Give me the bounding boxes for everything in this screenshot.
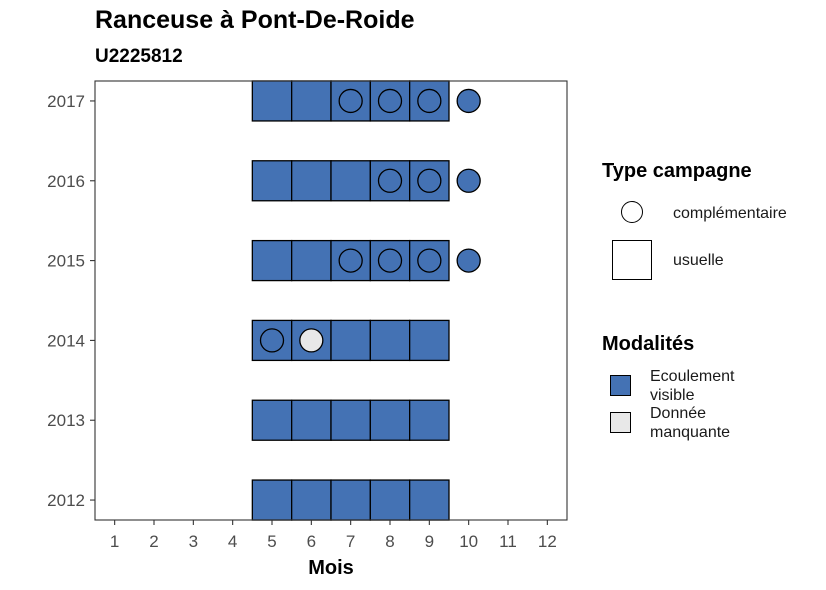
usuelle-square-2013-9 bbox=[409, 399, 450, 441]
usuelle-square-2012-9 bbox=[409, 479, 450, 521]
usuelle-square-2014-9 bbox=[409, 319, 450, 362]
x-tick-label: 8 bbox=[385, 532, 394, 551]
y-tick-label: 2015 bbox=[47, 252, 85, 271]
usuelle-square-2015-6 bbox=[291, 239, 332, 282]
usuelle-square-2013-8 bbox=[369, 399, 411, 441]
complementaire-circle-2017-10 bbox=[456, 88, 481, 114]
legend-modalites-title: Modalités bbox=[602, 333, 695, 355]
legend-complementaire-circle-icon bbox=[621, 201, 643, 223]
complementaire-circle-2017-9 bbox=[417, 88, 442, 114]
complementaire-circle-2017-7 bbox=[338, 88, 363, 114]
y-tick-label: 2013 bbox=[47, 411, 85, 430]
plot-panel-border bbox=[94, 80, 568, 521]
usuelle-square-2015-5 bbox=[251, 239, 293, 282]
usuelle-square-2015-8 bbox=[369, 239, 411, 282]
x-axis-label: Mois bbox=[308, 557, 354, 579]
complementaire-circle-2016-10 bbox=[456, 168, 481, 193]
x-tick-label: 10 bbox=[459, 532, 478, 551]
usuelle-square-2014-8 bbox=[369, 319, 411, 362]
x-tick-label: 11 bbox=[499, 532, 517, 551]
x-tick-label: 9 bbox=[425, 532, 434, 551]
complementaire-circle-2014-5 bbox=[259, 328, 285, 353]
legend-usuelle-square-icon bbox=[612, 240, 652, 280]
x-tick-label: 4 bbox=[228, 532, 237, 551]
legend-type-label-usuelle: usuelle bbox=[673, 252, 724, 269]
complementaire-circle-2015-9 bbox=[417, 248, 442, 273]
usuelle-square-2016-5 bbox=[251, 160, 293, 202]
usuelle-square-2013-7 bbox=[330, 399, 371, 441]
usuelle-square-2012-6 bbox=[291, 479, 332, 521]
x-tick-label: 7 bbox=[346, 532, 355, 551]
y-tick-label: 2014 bbox=[47, 331, 85, 350]
complementaire-circle-2015-7 bbox=[338, 248, 363, 273]
usuelle-square-2016-6 bbox=[291, 160, 332, 202]
legend-modalite-label-manquante: Donnée manquante bbox=[650, 405, 731, 441]
y-tick-label: 2012 bbox=[47, 491, 85, 510]
x-tick-label: 1 bbox=[110, 532, 119, 551]
y-tick-label: 2017 bbox=[47, 92, 85, 111]
complementaire-circle-2017-8 bbox=[377, 88, 403, 114]
usuelle-square-2014-7 bbox=[330, 319, 371, 362]
x-tick-label: 3 bbox=[189, 532, 198, 551]
complementaire-circle-2015-10 bbox=[456, 248, 481, 273]
x-tick-label: 6 bbox=[307, 532, 316, 551]
usuelle-square-2016-7 bbox=[330, 160, 371, 202]
legend-modalite-label-ecoulement: Ecoulement visible bbox=[650, 368, 735, 404]
usuelle-square-2017-6 bbox=[291, 80, 332, 122]
chart-subtitle: U2225812 bbox=[95, 46, 183, 67]
x-tick-label: 12 bbox=[538, 532, 557, 551]
complementaire-circle-2016-8 bbox=[377, 168, 403, 193]
usuelle-square-2013-6 bbox=[291, 399, 332, 441]
legend-type-title: Type campagne bbox=[602, 160, 752, 182]
chart-title: Ranceuse à Pont-De-Roide bbox=[95, 6, 415, 34]
legend-type-label-complementaire: complémentaire bbox=[673, 205, 787, 222]
usuelle-square-2017-5 bbox=[251, 80, 293, 122]
usuelle-square-2012-8 bbox=[369, 479, 411, 521]
usuelle-square-2013-5 bbox=[251, 399, 293, 441]
complementaire-circle-2014-6 bbox=[299, 328, 324, 353]
legend-ecoulement-swatch bbox=[610, 375, 631, 396]
legend-donnee-manquante-swatch bbox=[610, 412, 631, 433]
complementaire-circle-2016-9 bbox=[417, 168, 442, 193]
y-tick-label: 2016 bbox=[47, 172, 85, 191]
x-tick-label: 5 bbox=[267, 532, 276, 551]
usuelle-square-2012-5 bbox=[251, 479, 293, 521]
usuelle-square-2016-8 bbox=[369, 160, 411, 202]
usuelle-square-2012-7 bbox=[330, 479, 371, 521]
x-tick-label: 2 bbox=[149, 532, 158, 551]
complementaire-circle-2015-8 bbox=[377, 248, 403, 273]
